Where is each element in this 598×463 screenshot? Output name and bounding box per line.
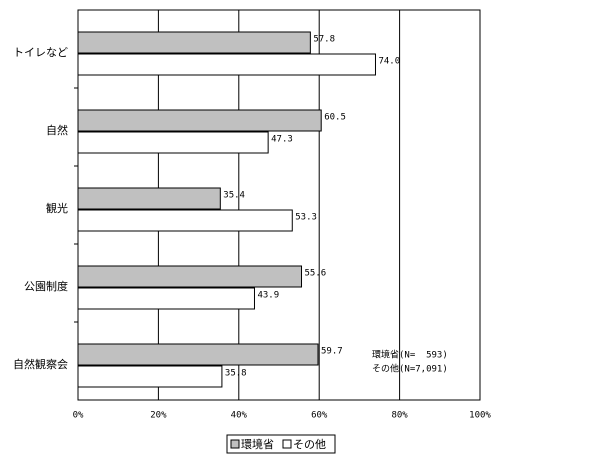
value-label: 57.8 xyxy=(313,35,335,45)
value-label: 53.3 xyxy=(295,213,317,223)
bar xyxy=(77,53,376,76)
x-tick-label: 80% xyxy=(391,411,408,421)
x-tick-label: 40% xyxy=(231,411,248,421)
bar xyxy=(77,109,322,132)
y-tick-label: 自然観察会 xyxy=(13,357,68,371)
y-tick-label: 自然 xyxy=(46,123,68,137)
bar xyxy=(77,31,311,54)
bar xyxy=(77,265,303,288)
value-label: 60.5 xyxy=(324,113,346,123)
legend-swatch xyxy=(230,439,240,449)
bar xyxy=(77,187,221,210)
value-label: 43.9 xyxy=(257,291,279,301)
bar xyxy=(77,343,319,366)
value-label: 35.4 xyxy=(223,191,245,201)
legend-swatch xyxy=(282,439,292,449)
annotation: 環境省(N= 593) xyxy=(372,349,448,361)
y-tick-label: 観光 xyxy=(46,201,68,215)
legend-box xyxy=(226,434,336,454)
x-tick-label: 100% xyxy=(469,411,491,421)
bar xyxy=(77,209,293,232)
bar xyxy=(77,365,223,388)
legend-label: 環境省 xyxy=(241,437,274,451)
y-tick-label: 公園制度 xyxy=(24,279,68,293)
bar xyxy=(77,131,269,154)
annotation: その他(N=7,091) xyxy=(372,363,448,375)
value-label: 47.3 xyxy=(271,135,293,145)
value-label: 74.0 xyxy=(378,57,400,67)
bar xyxy=(77,287,255,310)
value-label: 59.7 xyxy=(321,347,343,357)
x-tick-label: 60% xyxy=(311,411,328,421)
value-label: 55.6 xyxy=(305,269,327,279)
x-tick-label: 20% xyxy=(150,411,167,421)
y-tick-label: トイレなど xyxy=(13,46,68,59)
x-tick-label: 0% xyxy=(73,411,84,421)
value-label: 35.8 xyxy=(225,369,247,379)
legend-label: その他 xyxy=(293,438,326,451)
